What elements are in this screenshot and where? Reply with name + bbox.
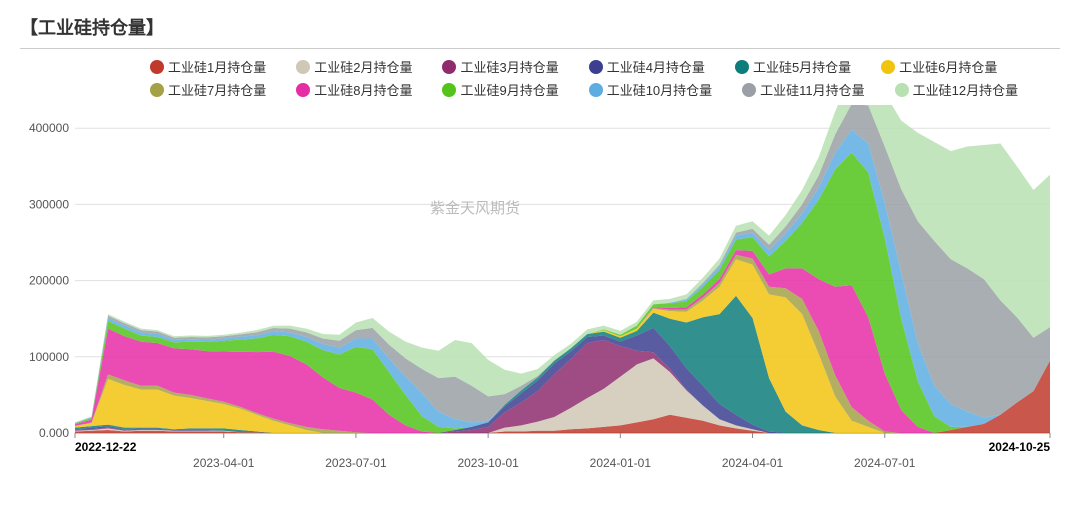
legend-item[interactable]: 工业硅3月持仓量: [442, 57, 558, 76]
x-tick-label: 2024-01-01: [590, 456, 652, 470]
stacked-area-chart: 紫金天风期货 0.0001000002000003000004000002022…: [20, 105, 1060, 485]
legend-label: 工业硅2月持仓量: [314, 57, 412, 76]
legend-swatch: [589, 83, 603, 97]
legend-item[interactable]: 工业硅2月持仓量: [296, 57, 412, 76]
legend-item[interactable]: 工业硅9月持仓量: [442, 80, 558, 99]
legend-swatch: [442, 60, 456, 74]
legend-item[interactable]: 工业硅4月持仓量: [589, 57, 705, 76]
x-tick-label: 2023-07-01: [325, 456, 387, 470]
y-tick-label: 400000: [29, 121, 69, 135]
legend-swatch: [442, 83, 456, 97]
legend-label: 工业硅9月持仓量: [460, 80, 558, 99]
legend-label: 工业硅7月持仓量: [168, 80, 266, 99]
legend-label: 工业硅3月持仓量: [460, 57, 558, 76]
x-tick-label: 2023-04-01: [193, 456, 255, 470]
legend-item[interactable]: 工业硅11月持仓量: [742, 80, 865, 99]
legend-label: 工业硅6月持仓量: [899, 57, 997, 76]
legend-swatch: [296, 60, 310, 74]
legend-label: 工业硅5月持仓量: [753, 57, 851, 76]
y-tick-label: 200000: [29, 274, 69, 288]
y-tick-label: 100000: [29, 350, 69, 364]
legend-item[interactable]: 工业硅1月持仓量: [150, 57, 266, 76]
legend-swatch: [735, 60, 749, 74]
chart-title: 【工业硅持仓量】: [20, 10, 1060, 49]
legend-swatch: [895, 83, 909, 97]
x-tick-label: 2024-10-25: [989, 440, 1051, 454]
legend-swatch: [296, 83, 310, 97]
legend-label: 工业硅12月持仓量: [913, 80, 1018, 99]
legend-item[interactable]: 工业硅5月持仓量: [735, 57, 851, 76]
legend-swatch: [742, 83, 756, 97]
legend-swatch: [589, 60, 603, 74]
legend-label: 工业硅8月持仓量: [314, 80, 412, 99]
legend-swatch: [150, 60, 164, 74]
legend-swatch: [150, 83, 164, 97]
legend-label: 工业硅11月持仓量: [760, 80, 865, 99]
y-tick-label: 0.000: [39, 426, 69, 440]
legend-item[interactable]: 工业硅8月持仓量: [296, 80, 412, 99]
legend-label: 工业硅10月持仓量: [607, 80, 712, 99]
legend-swatch: [881, 60, 895, 74]
x-tick-label: 2024-04-01: [722, 456, 784, 470]
x-tick-label: 2022-12-22: [75, 440, 137, 454]
legend-item[interactable]: 工业硅7月持仓量: [150, 80, 266, 99]
legend-item[interactable]: 工业硅10月持仓量: [589, 80, 712, 99]
legend: 工业硅1月持仓量 工业硅2月持仓量 工业硅3月持仓量 工业硅4月持仓量 工业硅5月持仓量…: [20, 57, 1060, 99]
legend-label: 工业硅4月持仓量: [607, 57, 705, 76]
legend-item[interactable]: 工业硅12月持仓量: [895, 80, 1018, 99]
x-tick-label: 2024-07-01: [854, 456, 916, 470]
x-tick-label: 2023-10-01: [457, 456, 519, 470]
y-tick-label: 300000: [29, 197, 69, 211]
legend-label: 工业硅1月持仓量: [168, 57, 266, 76]
legend-item[interactable]: 工业硅6月持仓量: [881, 57, 997, 76]
